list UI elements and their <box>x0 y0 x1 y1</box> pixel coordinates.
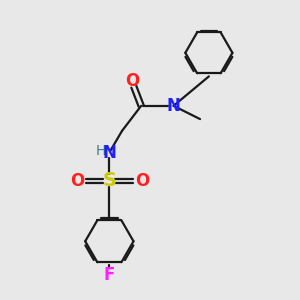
Text: F: F <box>104 266 115 284</box>
Text: O: O <box>125 72 140 90</box>
Text: N: N <box>167 97 181 115</box>
Text: H: H <box>95 145 106 158</box>
Text: N: N <box>102 144 116 162</box>
Text: O: O <box>135 172 149 190</box>
Text: S: S <box>102 171 116 190</box>
Text: O: O <box>70 172 84 190</box>
